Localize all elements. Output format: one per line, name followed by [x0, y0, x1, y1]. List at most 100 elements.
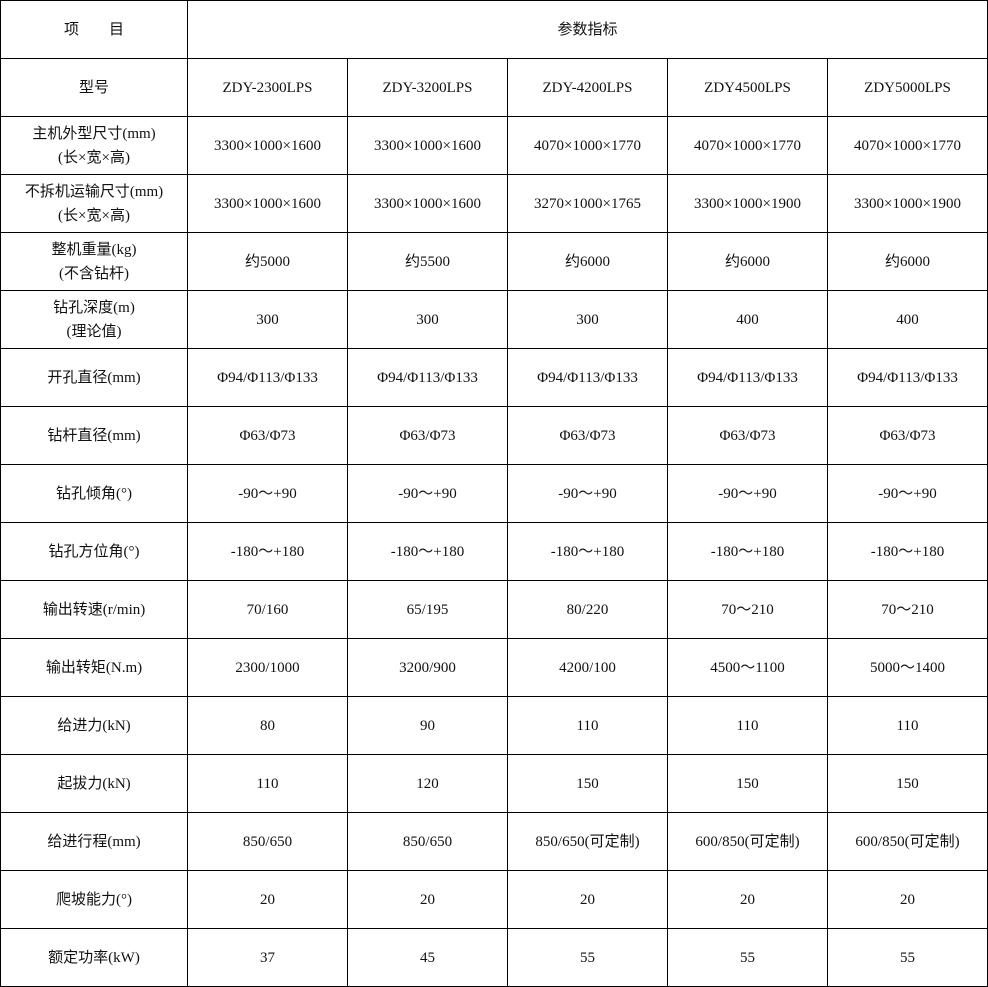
- table-cell: ZDY-2300LPS: [187, 58, 348, 117]
- table-cell: 3300×1000×1600: [187, 174, 348, 233]
- table-row: 型号 ZDY-2300LPS ZDY-3200LPS ZDY-4200LPS ZDY45…: [0, 58, 988, 117]
- params-header: 参数指标: [187, 0, 988, 59]
- table-cell: 45: [347, 928, 508, 987]
- table-cell: 3270×1000×1765: [507, 174, 668, 233]
- table-cell: Φ94/Φ113/Φ133: [827, 348, 988, 407]
- table-cell: 4070×1000×1770: [667, 116, 828, 175]
- table-cell: 55: [507, 928, 668, 987]
- row-label: 主机外型尺寸(mm) (长×宽×高): [0, 116, 188, 175]
- row-label: 起拔力(kN): [0, 754, 188, 813]
- table-cell: 300: [347, 290, 508, 349]
- table-cell: -90～+90: [507, 464, 668, 523]
- table-row: 给进力(kN) 80 90 110 110 110: [0, 696, 988, 755]
- table-cell: 110: [667, 696, 828, 755]
- table-cell: Φ63/Φ73: [347, 406, 508, 465]
- table-cell: ZDY4500LPS: [667, 58, 828, 117]
- table-cell: 90: [347, 696, 508, 755]
- table-cell: 3300×1000×1600: [347, 174, 508, 233]
- row-label: 钻孔倾角(°): [0, 464, 188, 523]
- row-label: 钻孔深度(m) (理论值): [0, 290, 188, 349]
- table-cell: 850/650: [187, 812, 348, 871]
- row-label: 开孔直径(mm): [0, 348, 188, 407]
- table-cell: 20: [347, 870, 508, 929]
- row-label: 爬坡能力(°): [0, 870, 188, 929]
- row-label: 给进行程(mm): [0, 812, 188, 871]
- row-label: 给进力(kN): [0, 696, 188, 755]
- table-cell: 4500～1100: [667, 638, 828, 697]
- table-cell: 3300×1000×1900: [827, 174, 988, 233]
- table-cell: -90～+90: [187, 464, 348, 523]
- table-cell: -90～+90: [827, 464, 988, 523]
- table-cell: 4070×1000×1770: [507, 116, 668, 175]
- table-row: 给进行程(mm) 850/650 850/650 850/650(可定制) 600/85…: [0, 812, 988, 871]
- table-row: 起拔力(kN) 110 120 150 150 150: [0, 754, 988, 813]
- table-cell: 约6000: [667, 232, 828, 291]
- table-cell: -180～+180: [827, 522, 988, 581]
- table-cell: 5000～1400: [827, 638, 988, 697]
- item-header: 项 目: [0, 0, 188, 59]
- table-row: 不拆机运输尺寸(mm) (长×宽×高) 3300×1000×1600 3300×10…: [0, 174, 988, 233]
- table-cell: 300: [187, 290, 348, 349]
- table-cell: 20: [187, 870, 348, 929]
- table-cell: 600/850(可定制): [667, 812, 828, 871]
- table-cell: 37: [187, 928, 348, 987]
- table-cell: -180～+180: [187, 522, 348, 581]
- table-row: 输出转速(r/min) 70/160 65/195 80/220 70～210 70～21…: [0, 580, 988, 639]
- row-label: 额定功率(kW): [0, 928, 188, 987]
- row-label: 不拆机运输尺寸(mm) (长×宽×高): [0, 174, 188, 233]
- table-row: 整机重量(kg) (不含钻杆) 约5000 约5500 约6000 约6000 约6000: [0, 232, 988, 291]
- row-label: 钻杆直径(mm): [0, 406, 188, 465]
- table-cell: 110: [187, 754, 348, 813]
- table-cell: Φ94/Φ113/Φ133: [347, 348, 508, 407]
- table-cell: Φ94/Φ113/Φ133: [507, 348, 668, 407]
- table-cell: 3300×1000×1900: [667, 174, 828, 233]
- table-cell: -90～+90: [667, 464, 828, 523]
- header-row: 项 目 参数指标: [0, 0, 988, 59]
- table-cell: 80/220: [507, 580, 668, 639]
- table-cell: 70/160: [187, 580, 348, 639]
- table-cell: -90～+90: [347, 464, 508, 523]
- table-cell: -180～+180: [667, 522, 828, 581]
- table-cell: 65/195: [347, 580, 508, 639]
- table-cell: 20: [667, 870, 828, 929]
- table-cell: 55: [667, 928, 828, 987]
- table-cell: Φ94/Φ113/Φ133: [187, 348, 348, 407]
- table-cell: 80: [187, 696, 348, 755]
- table-cell: 约5000: [187, 232, 348, 291]
- table-cell: ZDY-4200LPS: [507, 58, 668, 117]
- table-cell: 2300/1000: [187, 638, 348, 697]
- table-cell: Φ63/Φ73: [507, 406, 668, 465]
- table-cell: 110: [507, 696, 668, 755]
- table-row: 输出转矩(N.m) 2300/1000 3200/900 4200/100 4500～1…: [0, 638, 988, 697]
- table-cell: 20: [827, 870, 988, 929]
- table-cell: 约5500: [347, 232, 508, 291]
- table-cell: Φ94/Φ113/Φ133: [667, 348, 828, 407]
- table-cell: 120: [347, 754, 508, 813]
- table-cell: 850/650: [347, 812, 508, 871]
- table-row: 主机外型尺寸(mm) (长×宽×高) 3300×1000×1600 3300×100…: [0, 116, 988, 175]
- table-cell: 110: [827, 696, 988, 755]
- table-cell: 70～210: [827, 580, 988, 639]
- table-row: 钻孔方位角(°) -180～+180 -180～+180 -180～+180 -180～…: [0, 522, 988, 581]
- table-row: 钻杆直径(mm) Φ63/Φ73 Φ63/Φ73 Φ63/Φ73 Φ63/Φ73 Φ63/…: [0, 406, 988, 465]
- table-cell: 150: [827, 754, 988, 813]
- table-cell: 850/650(可定制): [507, 812, 668, 871]
- table-cell: 约6000: [827, 232, 988, 291]
- row-label: 输出转矩(N.m): [0, 638, 188, 697]
- table-cell: 300: [507, 290, 668, 349]
- table-cell: 3200/900: [347, 638, 508, 697]
- table-cell: 400: [667, 290, 828, 349]
- row-label: 钻孔方位角(°): [0, 522, 188, 581]
- table-row: 钻孔深度(m) (理论值) 300 300 300 400 400: [0, 290, 988, 349]
- table-cell: 150: [667, 754, 828, 813]
- row-label: 型号: [0, 58, 188, 117]
- table-cell: 4070×1000×1770: [827, 116, 988, 175]
- table-cell: ZDY-3200LPS: [347, 58, 508, 117]
- row-label: 整机重量(kg) (不含钻杆): [0, 232, 188, 291]
- table-row: 开孔直径(mm) Φ94/Φ113/Φ133 Φ94/Φ113/Φ133 Φ94/Φ1…: [0, 348, 988, 407]
- table-cell: 600/850(可定制): [827, 812, 988, 871]
- table-cell: -180～+180: [507, 522, 668, 581]
- table-cell: 4200/100: [507, 638, 668, 697]
- table-cell: ZDY5000LPS: [827, 58, 988, 117]
- table-cell: Φ63/Φ73: [187, 406, 348, 465]
